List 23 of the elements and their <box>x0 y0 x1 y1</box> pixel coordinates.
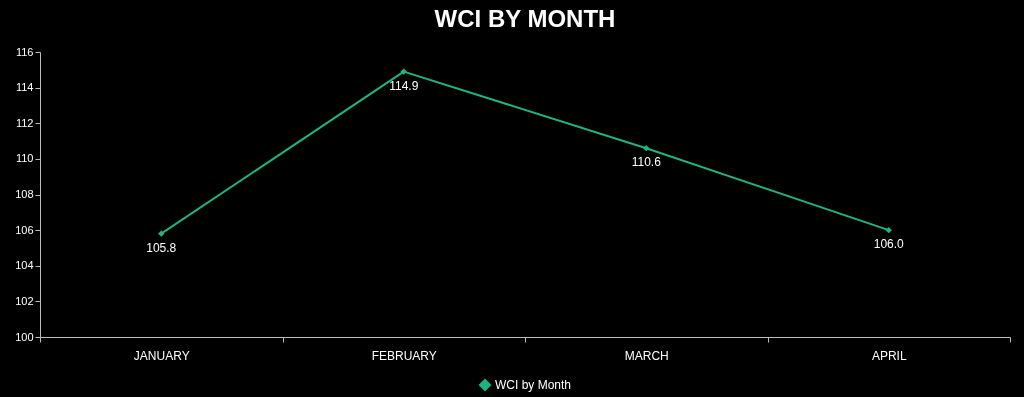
y-tick-label: 102 <box>15 294 34 307</box>
data-label: 110.6 <box>631 155 662 170</box>
data-label: 105.8 <box>146 240 177 255</box>
y-tick-label: 114 <box>15 81 34 94</box>
y-tick-label: 116 <box>15 45 34 58</box>
data-label: 114.9 <box>389 78 419 93</box>
y-tick-label: 112 <box>15 116 34 129</box>
x-tick-label: FEBRUARY <box>371 348 437 363</box>
chart-title: WCI BY MONTH <box>434 5 616 32</box>
x-tick-label: MARCH <box>624 348 669 363</box>
y-tick-label: 108 <box>15 188 34 200</box>
data-label: 106.0 <box>873 237 905 252</box>
legend-label: WCI by Month <box>495 378 572 392</box>
y-tick-label: 100 <box>15 330 34 343</box>
y-tick-label: 104 <box>15 259 34 272</box>
point <box>885 226 892 234</box>
point <box>643 145 650 152</box>
x-tick-label: JANUARY <box>133 348 190 363</box>
x-tick-label: APRIL <box>871 348 907 363</box>
y-tick-label: 110 <box>15 152 34 165</box>
y-tick-label: 106 <box>15 223 34 236</box>
point <box>158 230 165 237</box>
point <box>400 68 407 75</box>
